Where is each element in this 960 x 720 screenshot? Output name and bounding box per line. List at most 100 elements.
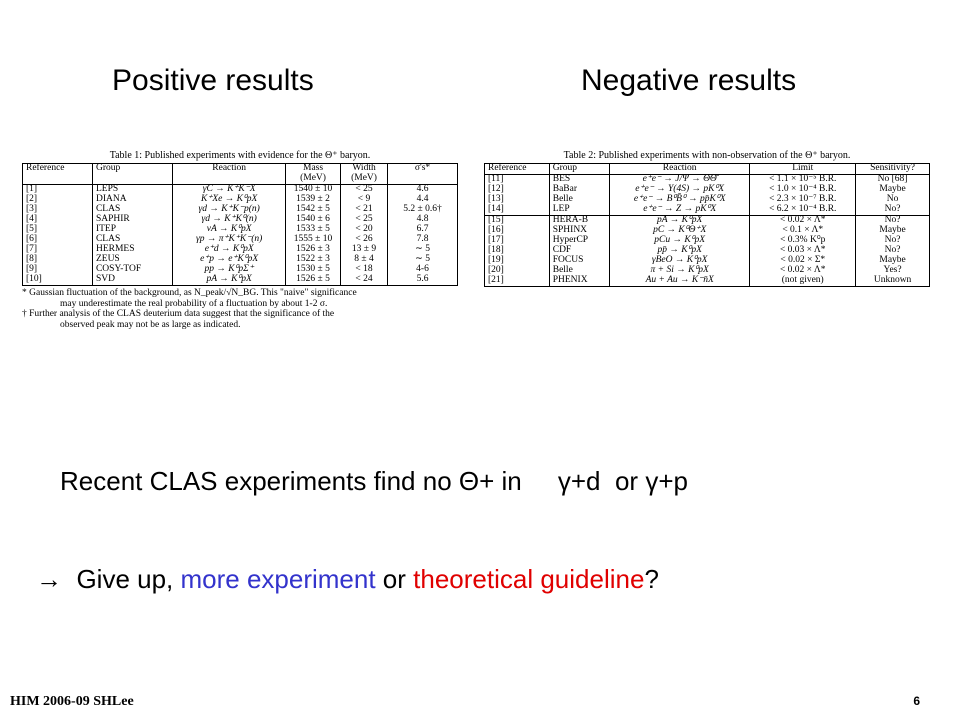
table-row: [1] LEPS γC → K⁺K⁻X 1540 ± 10 < 25 4.6 [22, 184, 458, 195]
table-cell: SAPHIR [91, 214, 174, 225]
table-cell: 4.4 [387, 194, 458, 205]
table-cell: HERA-B [548, 214, 611, 226]
table-row: [4] SAPHIR γd → K⁺K⁰(n) 1540 ± 6 < 25 4.8 [22, 214, 458, 225]
footnote-clas-cont: observed peak may not be as large as ind… [60, 320, 241, 331]
negative-results-table: Table 2: Published experiments with non-… [484, 150, 930, 287]
footer-credit: HIM 2006-09 SHLee [10, 694, 134, 709]
table2-header-cell: Reference [484, 163, 550, 175]
slide-number: 6 [913, 694, 920, 708]
table1: Reference Group Reaction Mass (MeV) Widt… [22, 163, 458, 286]
table-cell: No [855, 194, 930, 205]
table-cell: ITEP [91, 224, 174, 235]
footnote-gaussian-cont: may underestimate the real probability o… [60, 298, 328, 309]
table-cell: CDF [548, 245, 611, 256]
table-row: [9] COSY-TOF pp → K⁰pΣ⁺ 1530 ± 5 < 18 4-6 [22, 264, 458, 275]
table-cell: < 25 [340, 214, 389, 225]
table-cell: γBeO → K⁰pX [609, 255, 751, 266]
table-row: [15] HERA-B pA → K⁰pX < 0.02 × Λ* No? [484, 214, 930, 226]
table-cell: DIANA [91, 194, 174, 205]
table-cell: [14] [484, 204, 550, 216]
table-cell: 7.8 [387, 234, 458, 245]
table-row: [2] DIANA K⁺Xe → K⁰pX 1539 ± 2 < 9 4.4 [22, 194, 458, 205]
table-cell: No? [855, 204, 930, 216]
right-arrow-icon: → [36, 564, 62, 594]
table-cell: Au + Au → K⁻n̄X [609, 275, 751, 287]
table-cell: 6.7 [387, 224, 458, 235]
table-cell: Maybe [855, 225, 930, 236]
table-row: [18] CDF pp̄ → K⁰pX < 0.03 × Λ* No? [484, 245, 930, 256]
table-row: [16] SPHINX pC → K⁰Θ⁺X < 0.1 × Λ* Maybe [484, 225, 930, 236]
theoretical-guideline-text: theoretical guideline [413, 564, 645, 594]
table-cell: e⁺e⁻ → B⁰B̄⁰ → pp̄K⁰X [609, 194, 751, 205]
table1-header-cell: Mass (MeV) [285, 163, 342, 185]
table-row: [6] CLAS γp → π⁺K⁺K⁻(n) 1555 ± 10 < 26 7.8 [22, 234, 458, 245]
table-cell: BaBar [548, 184, 611, 195]
table1-body: [1] LEPS γC → K⁺K⁻X 1540 ± 10 < 25 4.6 [2] DIAN… [22, 184, 458, 286]
table-row: [7] HERMES e⁺d → K⁰pX 1526 ± 3 13 ± 9 ∼ 5 [22, 244, 458, 255]
table-cell: π + Si → K⁰pX [609, 265, 751, 276]
table2-header-cell: Sensitivity? [855, 163, 930, 175]
table-cell: No? [855, 235, 930, 246]
table-row: [10] SVD pA → K⁰pX 1526 ± 5 < 24 5.6 [22, 274, 458, 286]
table-row: [3] CLAS γd → K⁺K⁻p(n) 1542 ± 5 < 21 5.2 ± 0.… [22, 204, 458, 215]
table-cell: < 6.2 × 10⁻⁴ B.R. [749, 204, 857, 216]
clas-statement: Recent CLAS experiments find no Θ+ in γ+… [60, 466, 688, 497]
table-cell: HyperCP [548, 235, 611, 246]
table2-header-cell: Reaction [609, 163, 751, 175]
table-cell: Yes? [855, 265, 930, 276]
table-cell: < 24 [340, 274, 389, 286]
table-cell: < 21 [340, 204, 389, 215]
table-cell: 4-6 [387, 264, 458, 275]
table2-header-row: Reference Group Reaction Limit Sensitivi… [484, 163, 930, 175]
table-cell: Maybe [855, 184, 930, 195]
table1-header-cell: σ's* [387, 163, 458, 185]
table-row: [12] BaBar e⁺e⁻ → Υ(4S) → pK⁰X < 1.0 × 10⁻⁴… [484, 184, 930, 195]
table-cell: e⁺e⁻ → Υ(4S) → pK⁰X [609, 184, 751, 195]
table-cell: SPHINX [548, 225, 611, 236]
table-cell: PHENIX [548, 275, 611, 287]
statement-part3: +d or [570, 466, 646, 496]
table-row: [20] Belle π + Si → K⁰pX < 0.02 × Λ* Yes? [484, 265, 930, 276]
footnote-gaussian: * Gaussian fluctuation of the background… [22, 287, 357, 298]
table-cell: No? [855, 245, 930, 256]
table1-header-cell: Reference [22, 163, 93, 185]
negative-results-heading: Negative results [581, 64, 797, 97]
table-cell: ZEUS [91, 254, 174, 265]
more-experiment-text: more experiment [180, 564, 376, 594]
table-cell: (not given) [749, 275, 857, 287]
table-cell: 5.6 [387, 274, 458, 286]
table-cell: pp̄ → K⁰pX [609, 245, 751, 256]
table-cell: < 26 [340, 234, 389, 245]
giveup-part3: ? [644, 564, 659, 594]
table2-header-cell: Group [548, 163, 611, 175]
table-row: [13] Belle e⁺e⁻ → B⁰B̄⁰ → pp̄K⁰X < 2.3 × 10… [484, 194, 930, 205]
giveup-part2: or [375, 564, 414, 594]
table-cell: LEP [548, 204, 611, 216]
table-cell: e⁺e⁻ → Z → pK⁰X [609, 204, 751, 216]
table-row: [14] LEP e⁺e⁻ → Z → pK⁰X < 6.2 × 10⁻⁴ B.R. N… [484, 204, 930, 216]
statement-part2: + in [479, 466, 558, 496]
table-cell: e⁺e⁻ → J/Ψ → ΘΘ̄ [609, 174, 751, 185]
table1-footnotes: * Gaussian fluctuation of the background… [22, 288, 458, 332]
table-cell: FOCUS [548, 255, 611, 266]
table2-caption: Table 2: Published experiments with non-… [563, 150, 851, 161]
table-cell: 4.6 [387, 184, 458, 195]
table-row: [19] FOCUS γBeO → K⁰pX < 0.02 × Σ* Maybe [484, 255, 930, 266]
table-cell: LEPS [91, 184, 174, 195]
table-cell: pA → K⁰pX [172, 274, 287, 286]
gamma-symbol: γ [557, 466, 571, 496]
theta-symbol: Θ [458, 466, 480, 496]
table-cell: 8 ± 4 [340, 254, 389, 265]
table-cell: < 25 [340, 184, 389, 195]
table-cell: CLAS [91, 234, 174, 245]
table-cell: < 18 [340, 264, 389, 275]
gamma-symbol: γ [645, 466, 659, 496]
positive-results-heading: Positive results [112, 64, 314, 97]
table-cell: Maybe [855, 255, 930, 266]
table-cell: < 9 [340, 194, 389, 205]
table-cell: [21] [484, 275, 550, 287]
statement-part4: +p [658, 466, 688, 496]
statement-part1: Recent CLAS experiments find no [60, 466, 459, 496]
table-cell: BES [548, 174, 611, 185]
